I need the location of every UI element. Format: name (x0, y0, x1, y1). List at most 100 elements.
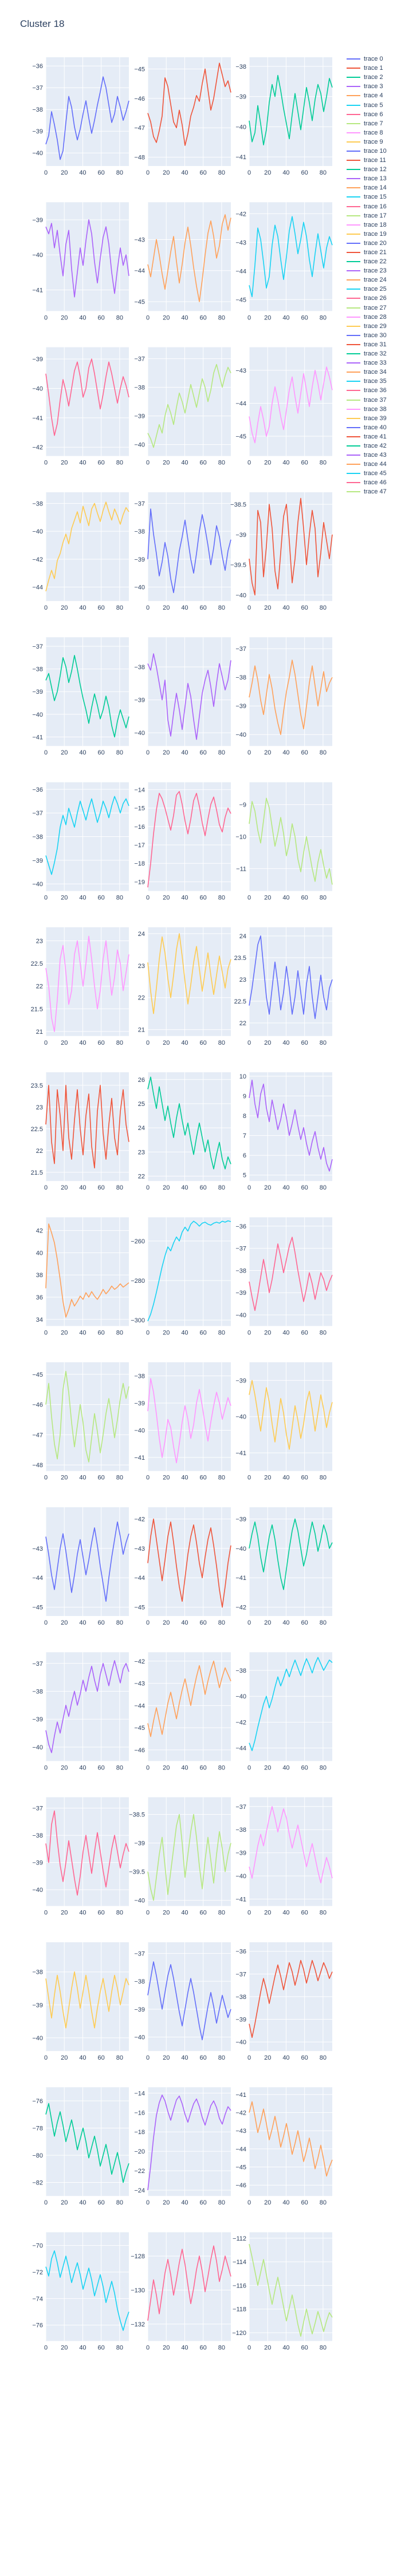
x-tick-label: 0 (44, 1475, 48, 1481)
x-tick-label: 40 (79, 749, 86, 756)
legend-item[interactable]: trace 36 (347, 386, 399, 395)
legend-item[interactable]: trace 43 (347, 451, 399, 460)
subplot: 0 20 40 60 80 −44 −42 −40 −38 (32, 492, 129, 611)
y-tick-label: −280 (131, 1278, 145, 1285)
x-tick-label: 40 (79, 1040, 86, 1046)
legend-item[interactable]: trace 6 (347, 110, 399, 119)
x-tick-label: 60 (301, 1910, 308, 1917)
legend-item[interactable]: trace 32 (347, 349, 399, 358)
legend-item[interactable]: trace 5 (347, 100, 399, 109)
legend-item[interactable]: trace 33 (347, 358, 399, 368)
legend-item[interactable]: trace 30 (347, 331, 399, 340)
y-tick-label: −45 (134, 299, 145, 306)
x-tick-label: 40 (79, 460, 86, 467)
y-tick-label: −36 (32, 63, 43, 70)
legend-item[interactable]: trace 44 (347, 460, 399, 469)
legend-item[interactable]: trace 37 (347, 395, 399, 404)
legend-item[interactable]: trace 16 (347, 202, 399, 211)
y-tick-label: −40 (134, 1427, 145, 1434)
legend-item[interactable]: trace 18 (347, 220, 399, 230)
legend-label: trace 27 (364, 304, 387, 311)
legend-item[interactable]: trace 47 (347, 487, 399, 496)
x-tick-label: 0 (146, 2199, 150, 2206)
legend-item[interactable]: trace 17 (347, 211, 399, 220)
subplot: 0 20 40 60 80 −40 −39 −38 −37 −36 (235, 1217, 333, 1336)
x-tick-label: 80 (320, 1184, 327, 1191)
x-tick-label: 40 (79, 1910, 86, 1917)
legend-item[interactable]: trace 7 (347, 119, 399, 128)
legend-item[interactable]: trace 26 (347, 294, 399, 303)
legend-label: trace 0 (364, 56, 383, 63)
series-line (147, 2245, 231, 2321)
subplot: 0 20 40 60 80 −45 −44 −43 −42 (235, 202, 333, 321)
x-tick-label: 0 (44, 169, 48, 176)
series-line (249, 797, 333, 885)
legend-item[interactable]: trace 3 (347, 82, 399, 91)
y-tick-label: −38 (134, 1978, 145, 1985)
legend-item[interactable]: trace 13 (347, 174, 399, 183)
plot-background (46, 2232, 129, 2341)
legend-item[interactable]: trace 31 (347, 340, 399, 349)
y-tick-label: −40 (32, 2035, 43, 2042)
legend-item[interactable]: trace 20 (347, 239, 399, 248)
legend-item[interactable]: trace 9 (347, 137, 399, 147)
legend-swatch (347, 132, 360, 133)
y-tick-label: −300 (131, 1317, 145, 1324)
legend-item[interactable]: trace 11 (347, 156, 399, 165)
legend-item[interactable]: trace 4 (347, 91, 399, 100)
legend-item[interactable]: trace 21 (347, 248, 399, 257)
legend-item[interactable]: trace 35 (347, 377, 399, 386)
legend-item[interactable]: trace 12 (347, 165, 399, 174)
legend-item[interactable]: trace 1 (347, 64, 399, 73)
legend-item[interactable]: trace 19 (347, 230, 399, 239)
x-tick-label: 40 (282, 1764, 289, 1771)
legend-item[interactable]: trace 45 (347, 469, 399, 478)
series-line (45, 1521, 129, 1602)
legend-label: trace 33 (364, 359, 387, 367)
y-tick-label: −37 (32, 810, 43, 817)
y-tick-label: −44 (32, 584, 43, 591)
legend-item[interactable]: trace 14 (347, 183, 399, 192)
legend-item[interactable]: trace 22 (347, 257, 399, 266)
legend-item[interactable]: trace 0 (347, 54, 399, 64)
legend-label: trace 44 (364, 461, 387, 468)
legend-item[interactable]: trace 28 (347, 313, 399, 322)
legend-item[interactable]: trace 25 (347, 285, 399, 294)
legend-item[interactable]: trace 39 (347, 414, 399, 423)
x-tick-label: 40 (181, 2055, 188, 2061)
x-tick-label: 20 (163, 2055, 170, 2061)
x-tick-label: 80 (116, 1475, 123, 1481)
legend-item[interactable]: trace 15 (347, 192, 399, 202)
legend-item[interactable]: trace 2 (347, 73, 399, 82)
legend-label: trace 23 (364, 267, 387, 275)
subplot: 0 20 40 60 80 −40 −39 −38 −37 (32, 1652, 129, 1771)
legend-item[interactable]: trace 23 (347, 266, 399, 275)
legend-item[interactable]: trace 41 (347, 432, 399, 441)
series-line (147, 791, 231, 888)
series-line (249, 1380, 333, 1450)
legend-item[interactable]: trace 27 (347, 303, 399, 313)
legend-item[interactable]: trace 24 (347, 275, 399, 285)
legend-item[interactable]: trace 42 (347, 441, 399, 451)
legend-item[interactable]: trace 34 (347, 368, 399, 377)
legend-item[interactable]: trace 38 (347, 405, 399, 414)
legend-label: trace 46 (364, 479, 387, 487)
legend-item[interactable]: trace 46 (347, 478, 399, 487)
x-tick-label: 60 (301, 2055, 308, 2061)
x-tick-label: 0 (146, 1329, 150, 1336)
y-tick-label: 7 (243, 1133, 246, 1140)
x-tick-label: 60 (98, 1184, 105, 1191)
legend-item[interactable]: trace 40 (347, 423, 399, 432)
x-tick-label: 40 (181, 314, 188, 321)
legend-item[interactable]: trace 8 (347, 128, 399, 137)
x-tick-label: 20 (61, 749, 68, 756)
y-tick-label: −44 (134, 1702, 145, 1709)
legend-item[interactable]: trace 10 (347, 147, 399, 156)
series-line (45, 501, 129, 591)
y-tick-label: 23 (138, 1149, 145, 1156)
legend-item[interactable]: trace 29 (347, 322, 399, 331)
plot-background (249, 637, 332, 746)
series-line (147, 1661, 231, 1737)
y-tick-label: −38 (235, 1827, 246, 1834)
x-tick-label: 20 (264, 749, 271, 756)
